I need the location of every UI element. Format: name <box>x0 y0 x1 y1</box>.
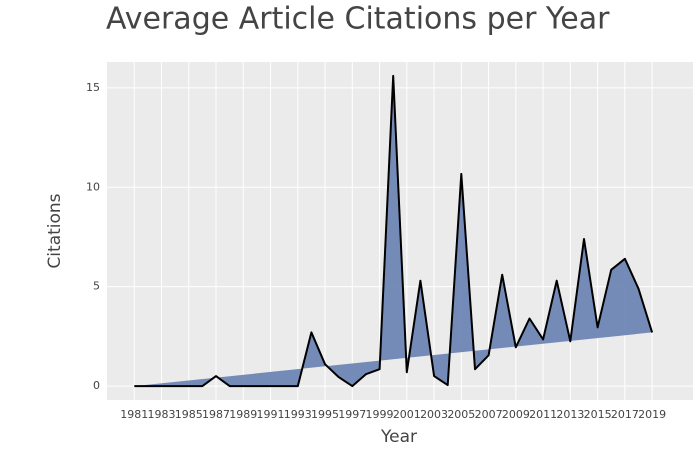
x-tick-label: 1993 <box>284 408 312 421</box>
x-tick-label: 2011 <box>529 408 557 421</box>
y-tick-label: 10 <box>86 180 100 193</box>
x-tick-label: 1989 <box>229 408 257 421</box>
x-tick-label: 2015 <box>584 408 612 421</box>
x-tick-label: 2001 <box>393 408 421 421</box>
x-tick-label: 2013 <box>556 408 584 421</box>
x-tick-label: 2019 <box>638 408 666 421</box>
x-tick-label: 2005 <box>447 408 475 421</box>
y-axis-title: Citations <box>45 193 65 268</box>
x-tick-label: 2009 <box>502 408 530 421</box>
x-tick-label: 1991 <box>257 408 285 421</box>
line <box>134 74 654 388</box>
x-tick-label: 2007 <box>475 408 503 421</box>
y-tick-label: 0 <box>93 379 100 392</box>
chart-title: Average Article Citations per Year <box>106 2 610 37</box>
y-tick-label: 5 <box>93 280 100 293</box>
x-tick-label: 2003 <box>420 408 448 421</box>
x-tick-label: 1985 <box>175 408 203 421</box>
area <box>134 75 653 387</box>
x-tick-label: 1997 <box>338 408 366 421</box>
x-tick-label: 1995 <box>311 408 339 421</box>
x-tick-label: 1987 <box>202 408 230 421</box>
x-tick-label: 2017 <box>611 408 639 421</box>
x-tick-label: 1999 <box>366 408 394 421</box>
x-axis-title: Year <box>380 427 417 447</box>
y-tick-label: 15 <box>86 81 100 94</box>
x-tick-label: 1981 <box>120 408 148 421</box>
x-tick-label: 1983 <box>148 408 176 421</box>
